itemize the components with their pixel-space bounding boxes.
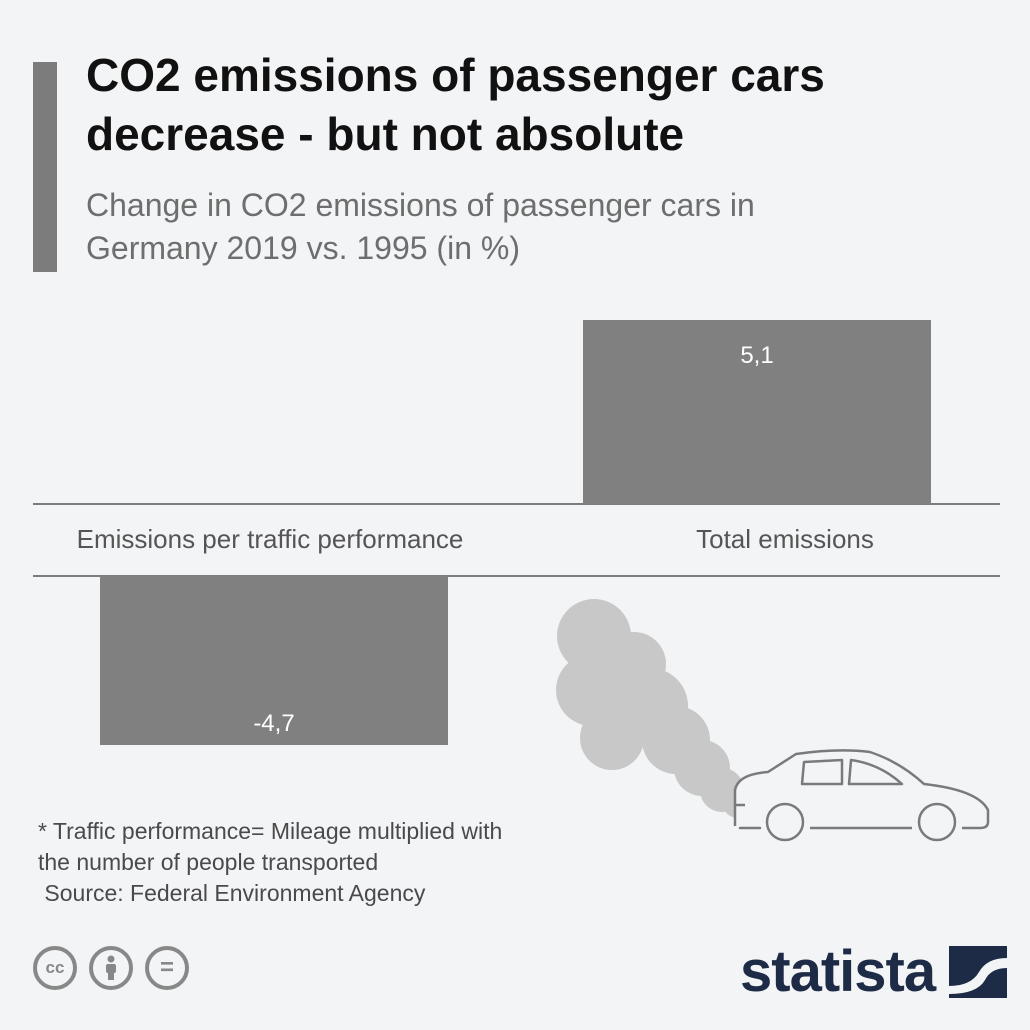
chart-title-line-2: decrease - but not absolute xyxy=(86,108,685,160)
person-icon xyxy=(106,955,116,980)
statista-logo-icon xyxy=(949,946,1008,998)
nd-icon-glyph: = xyxy=(159,954,174,981)
car-icon xyxy=(733,749,990,842)
source-note: Source: Federal Environment Agency xyxy=(38,880,426,906)
category-label-1: Emissions per traffic performance xyxy=(77,524,464,554)
creative-commons-icon[interactable]: cc xyxy=(33,946,77,990)
no-derivatives-icon[interactable]: = xyxy=(145,946,189,990)
chart-subtitle: Change in CO2 emissions of passenger car… xyxy=(86,184,966,270)
exhaust-smoke-icon xyxy=(556,599,754,818)
bar-2 xyxy=(583,320,931,504)
bar-2-value-label: 5,1 xyxy=(740,342,773,369)
footnote-line-2: the number of people transported xyxy=(38,849,379,875)
cc-icon-glyph: cc xyxy=(45,958,65,977)
chart-title-line-1: CO2 emissions of passenger cars xyxy=(86,49,825,101)
attribution-person-icon[interactable] xyxy=(89,946,133,990)
bar-1 xyxy=(100,576,448,745)
category-label-2: Total emissions xyxy=(696,524,874,554)
bar-1-value-label: -4,7 xyxy=(253,710,294,737)
statista-wordmark: statista xyxy=(740,939,936,1004)
car-with-exhaust-icon xyxy=(556,599,990,842)
chart-title: CO2 emissions of passenger cars decrease… xyxy=(86,46,986,164)
statista-logo[interactable]: statista xyxy=(740,939,1008,1004)
chart-subtitle-line-2: Germany 2019 vs. 1995 (in %) xyxy=(86,230,520,266)
footnote: * Traffic performance= Mileage multiplie… xyxy=(38,816,638,909)
footnote-line-1: * Traffic performance= Mileage multiplie… xyxy=(38,818,503,844)
title-accent-bar xyxy=(33,62,57,272)
license-icons: cc = xyxy=(33,946,189,990)
chart-subtitle-line-1: Change in CO2 emissions of passenger car… xyxy=(86,187,755,223)
